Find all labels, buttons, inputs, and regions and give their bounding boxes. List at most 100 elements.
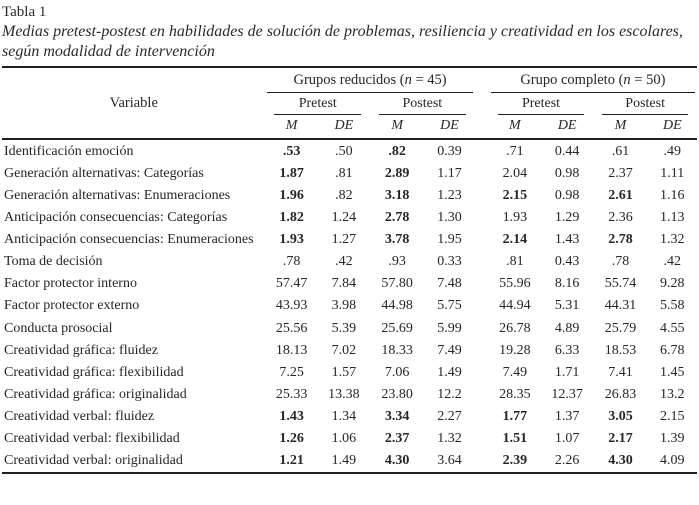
cell-value: 13.38 bbox=[328, 386, 360, 402]
cell-value: 1.13 bbox=[660, 210, 685, 226]
stat-col-de: DE bbox=[647, 115, 697, 141]
cell-value: 1.57 bbox=[331, 364, 357, 380]
cell-value: 1.23 bbox=[437, 188, 462, 204]
column-gap bbox=[475, 273, 489, 295]
cell-value: 6.33 bbox=[554, 342, 580, 358]
stat-col-de: DE bbox=[424, 115, 475, 141]
n-value-text: = 50) bbox=[630, 72, 666, 89]
cell-value: 7.06 bbox=[384, 364, 410, 380]
cell-value: 1.11 bbox=[660, 165, 685, 181]
cell-value: 23.80 bbox=[381, 386, 413, 402]
table-row: Anticipación consecuencias: Categorías 1.… bbox=[2, 207, 697, 229]
cell-value: 1.43 bbox=[554, 232, 580, 248]
cell-value: 1.30 bbox=[437, 210, 462, 226]
cell-value: 2.15 bbox=[502, 188, 528, 204]
cell-value: .61 bbox=[611, 143, 630, 159]
statistics-table: Variable Grupos reducidos (n = 45) Grupo… bbox=[2, 66, 697, 474]
row-label: Factor protector interno bbox=[4, 276, 137, 292]
cell-value: .53 bbox=[282, 143, 301, 159]
column-gap bbox=[475, 361, 489, 383]
table-row: Identificación emoción .53 .50 .82 0.39 .71 0.… bbox=[2, 139, 697, 162]
cell-value: 25.69 bbox=[381, 320, 413, 336]
cell-value: 1.21 bbox=[279, 453, 304, 468]
cell-value: 3.05 bbox=[608, 408, 633, 424]
subheader-pretest-2: Pretest bbox=[489, 93, 594, 116]
table-row: Factor protector interno 57.47 7.84 57.80 7.… bbox=[2, 273, 697, 295]
column-gap bbox=[475, 139, 489, 162]
table-row: Creatividad verbal: originalidad 1.21 1.49… bbox=[2, 450, 697, 473]
stat-col-de: DE bbox=[317, 115, 371, 141]
table-row: Factor protector externo 43.93 3.98 44.98 5.… bbox=[2, 295, 697, 317]
cell-value: .42 bbox=[663, 254, 682, 270]
row-label: Conducta prosocial bbox=[4, 320, 113, 336]
subheader-label: Pretest bbox=[497, 93, 585, 116]
cell-value: 1.39 bbox=[660, 430, 685, 446]
cell-value: 57.47 bbox=[275, 276, 308, 292]
cell-value: .81 bbox=[506, 254, 524, 270]
table-body: Identificación emoción .53 .50 .82 0.39 .71 0.… bbox=[2, 139, 697, 472]
stat-col-de: DE bbox=[541, 115, 594, 141]
cell-value: 1.07 bbox=[554, 430, 580, 446]
cell-value: 7.48 bbox=[437, 276, 462, 292]
cell-value: 3.18 bbox=[384, 188, 410, 204]
subheader-label: Postest bbox=[379, 93, 466, 116]
cell-value: .78 bbox=[611, 254, 630, 270]
column-gap bbox=[475, 229, 489, 251]
cell-value: 1.95 bbox=[437, 232, 462, 248]
cell-value: 55.96 bbox=[499, 276, 531, 292]
row-label: Creatividad gráfica: originalidad bbox=[4, 386, 187, 402]
cell-value: .81 bbox=[335, 165, 353, 181]
cell-value: .71 bbox=[506, 143, 524, 159]
column-gap bbox=[475, 207, 489, 229]
cell-value: 2.17 bbox=[608, 430, 633, 446]
column-gap bbox=[475, 251, 489, 273]
row-label: Identificación emoción bbox=[4, 143, 134, 159]
row-label: Generación alternativas: Enumeraciones bbox=[4, 188, 231, 204]
cell-value: 43.93 bbox=[275, 298, 308, 314]
cell-value: 2.61 bbox=[608, 188, 633, 204]
cell-value: 0.33 bbox=[437, 254, 462, 270]
column-gap bbox=[475, 185, 489, 207]
cell-value: 1.87 bbox=[279, 165, 304, 181]
cell-value: .42 bbox=[335, 254, 353, 270]
cell-value: 0.98 bbox=[554, 188, 580, 204]
table-number: Tabla 1 bbox=[2, 4, 47, 20]
column-gap bbox=[475, 383, 489, 405]
table-header: Variable Grupos reducidos (n = 45) Grupo… bbox=[2, 67, 697, 141]
cell-value: 7.25 bbox=[279, 364, 304, 380]
cell-value: 2.26 bbox=[554, 453, 580, 468]
n-value-text: = 45) bbox=[411, 72, 447, 89]
subheader-label: Pretest bbox=[274, 93, 362, 116]
group-label-text: Grupos reducidos ( bbox=[293, 72, 405, 89]
cell-value: 5.75 bbox=[437, 298, 462, 314]
row-label: Factor protector externo bbox=[4, 298, 140, 314]
cell-value: 3.98 bbox=[331, 298, 357, 314]
cell-value: 44.94 bbox=[499, 298, 531, 314]
cell-value: 8.16 bbox=[554, 276, 580, 292]
cell-value: 4.30 bbox=[608, 453, 633, 468]
table-row: Conducta prosocial 25.56 5.39 25.69 5.99 26.7… bbox=[2, 317, 697, 339]
table-row: Generación alternativas: Categorías 1.87.… bbox=[2, 162, 697, 184]
cell-value: 1.49 bbox=[437, 364, 462, 380]
cell-value: 1.96 bbox=[279, 188, 304, 204]
cell-value: 55.74 bbox=[604, 276, 637, 292]
subheader-label: Postest bbox=[602, 93, 688, 116]
cell-value: 6.78 bbox=[660, 342, 685, 358]
cell-value: 44.31 bbox=[604, 298, 637, 314]
stat-col-m: M bbox=[488, 115, 542, 141]
cell-value: 1.45 bbox=[660, 364, 685, 380]
cell-value: 4.30 bbox=[384, 453, 410, 468]
cell-value: 19.28 bbox=[499, 342, 531, 358]
table-row: Generación alternativas: Enumeraciones 1.… bbox=[2, 185, 697, 207]
cell-value: 1.93 bbox=[279, 232, 304, 248]
stat-col-m: M bbox=[593, 115, 648, 141]
stat-col-m: M bbox=[370, 115, 425, 141]
cell-value: 1.51 bbox=[502, 430, 528, 446]
cell-value: 1.32 bbox=[660, 232, 685, 248]
cell-value: 2.27 bbox=[437, 408, 462, 424]
cell-value: 2.14 bbox=[502, 232, 528, 248]
cell-value: 2.36 bbox=[608, 210, 633, 226]
row-label: Creatividad gráfica: flexibilidad bbox=[4, 364, 184, 380]
cell-value: 57.80 bbox=[381, 276, 413, 292]
